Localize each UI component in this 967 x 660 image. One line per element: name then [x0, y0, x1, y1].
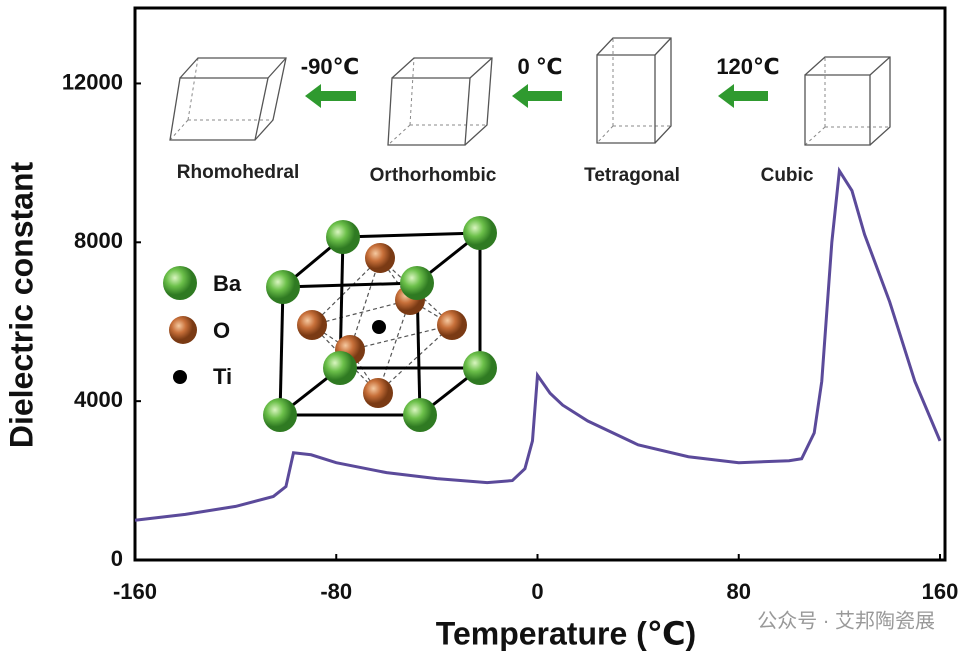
cell-edge	[278, 286, 285, 416]
ti-atom	[372, 320, 386, 334]
watermark: 公众号 · 艾邦陶瓷展	[757, 609, 935, 632]
legend-o	[169, 316, 197, 344]
ba-atom	[263, 398, 297, 432]
cube-hidden	[596, 125, 614, 144]
cell-edge	[311, 324, 379, 394]
cube-edge	[267, 57, 287, 79]
ba-atom	[463, 216, 497, 250]
cell-edge	[349, 257, 381, 351]
cube-edge	[469, 57, 493, 79]
y-axis-title: Dielectric constant	[3, 162, 39, 449]
ba-atom	[323, 351, 357, 385]
data-line	[134, 166, 942, 522]
cell-edge	[282, 281, 418, 289]
legend-ba	[163, 266, 197, 300]
cell-edge	[342, 231, 481, 239]
o-atom	[437, 310, 467, 340]
cell-edge	[377, 324, 453, 394]
atom-label: Ti	[213, 364, 232, 389]
atom-label: O	[213, 318, 230, 343]
cube-hidden	[187, 57, 199, 121]
cube-edge	[869, 56, 891, 76]
cell-edge	[311, 299, 411, 326]
cube-edge	[654, 37, 672, 56]
y-tick-label: 0	[111, 546, 123, 571]
arrow	[305, 84, 356, 108]
o-atom	[365, 243, 395, 273]
y-tick-label: 4000	[74, 387, 123, 412]
phase-label: Cubic	[761, 165, 814, 186]
ba-atom	[403, 398, 437, 432]
x-tick-label: 0	[531, 579, 543, 604]
phase-label: Orthorhombic	[370, 165, 497, 186]
cube-edge	[596, 37, 672, 144]
cell-edge	[377, 299, 411, 394]
ba-atom	[266, 270, 300, 304]
phase-label: Tetragonal	[584, 165, 680, 186]
x-axis-title: Temperature (℃)	[436, 615, 696, 651]
cell-edge	[311, 257, 381, 326]
o-atom	[363, 378, 393, 408]
atom-label: Ba	[213, 271, 242, 296]
cube-face	[804, 74, 871, 146]
x-tick-label: 80	[727, 579, 751, 604]
phase-label: Rhomohedral	[177, 162, 299, 183]
cell-edge	[349, 324, 453, 351]
transition-label: 120℃	[716, 54, 779, 79]
legend-ti	[173, 370, 187, 384]
ba-atom	[326, 220, 360, 254]
cube-face	[169, 77, 269, 141]
y-tick-label: 8000	[74, 228, 123, 253]
cube-edge	[804, 56, 891, 146]
y-tick-label: 12000	[62, 69, 123, 94]
o-atom	[297, 310, 327, 340]
cube-hidden	[409, 57, 415, 126]
cube-face	[596, 54, 656, 144]
cube-hidden	[169, 119, 189, 141]
x-tick-label: -80	[320, 579, 352, 604]
cube-face	[387, 77, 471, 146]
ba-atom	[400, 266, 434, 300]
transition-label: 0 ℃	[518, 54, 563, 79]
arrow	[512, 84, 562, 108]
plot-frame	[133, 6, 947, 562]
transition-label: -90℃	[301, 54, 359, 79]
cube-hidden	[804, 126, 826, 146]
arrow	[718, 84, 768, 108]
x-tick-label: 160	[922, 579, 959, 604]
cube-hidden	[387, 124, 411, 146]
x-tick-label: -160	[113, 579, 157, 604]
ba-atom	[463, 351, 497, 385]
